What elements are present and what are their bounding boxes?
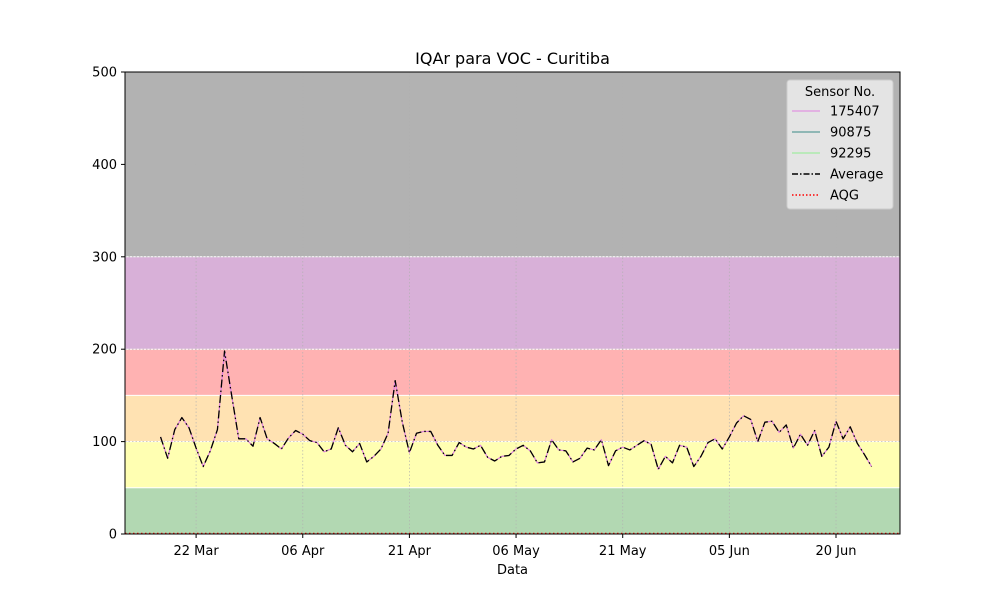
y-tick-label: 200	[92, 343, 117, 358]
aqi-band-0	[125, 487, 900, 534]
legend-label: 90875	[830, 126, 871, 141]
y-tick-label: 300	[92, 250, 117, 265]
aqi-band-5	[125, 72, 900, 257]
y-tick-label: 400	[92, 158, 117, 173]
y-tick-label: 100	[92, 435, 117, 450]
series-line-average	[159, 350, 873, 470]
legend-label: Average	[830, 168, 883, 183]
legend-entries: 175407 90875 92295 Average AQG	[792, 105, 883, 204]
y-axis-ticks: 0 100 200 300 400 500	[92, 66, 125, 543]
grid-lines	[125, 71, 900, 535]
x-tick-label: 05 Jun	[709, 544, 750, 559]
y-tick-label: 500	[92, 66, 117, 81]
aqi-band-4	[125, 256, 900, 350]
x-tick-label: 20 Jun	[816, 544, 857, 559]
x-tick-label: 06 Apr	[281, 544, 325, 559]
chart-title: IQAr para VOC - Curitiba	[415, 49, 610, 68]
x-axis-ticks: 22 Mar 06 Apr 21 Apr 06 May 21 May 05 Jun 20 J…	[173, 534, 857, 559]
x-tick-label: 22 Mar	[173, 544, 219, 559]
x-tick-label: 21 Apr	[388, 544, 432, 559]
plot-frame	[124, 71, 901, 535]
background-bands	[125, 72, 900, 534]
legend: Sensor No. 175407 90875 92295 Average AQG	[786, 79, 894, 210]
x-axis-label: Data	[497, 563, 528, 578]
aqi-band-2	[125, 395, 900, 442]
legend-label: AQG	[830, 189, 859, 204]
legend-label: 92295	[830, 147, 871, 162]
legend-box	[786, 79, 894, 210]
legend-label: 175407	[830, 105, 880, 120]
aqi-band-3	[125, 349, 900, 396]
y-tick-label: 0	[109, 528, 117, 543]
x-tick-label: 21 May	[599, 544, 647, 559]
aqi-band-1	[125, 441, 900, 488]
x-tick-label: 06 May	[492, 544, 540, 559]
legend-title: Sensor No.	[805, 85, 875, 100]
